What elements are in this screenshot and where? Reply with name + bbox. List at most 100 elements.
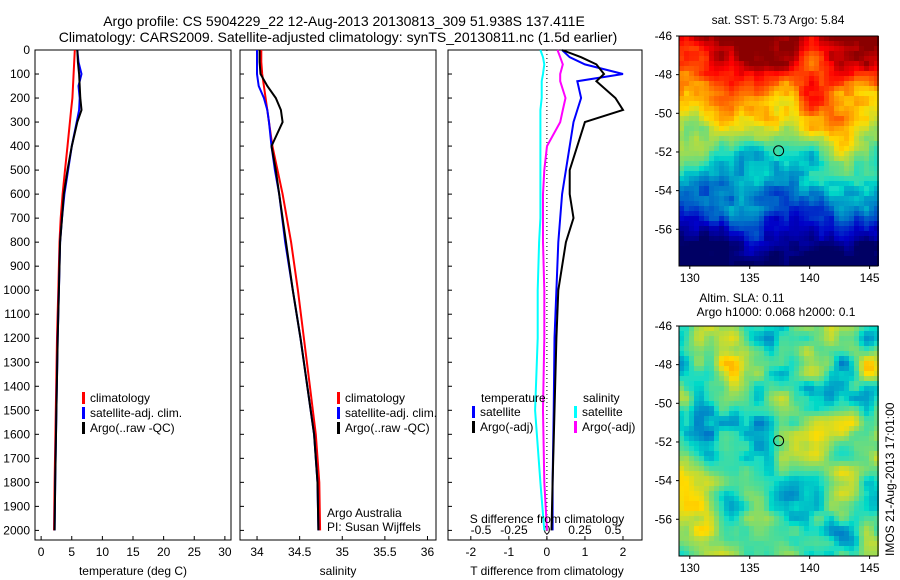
y-tick-label: -50 [655,396,673,410]
axes-frame [447,49,643,541]
x2-tick-label: 0.5 [605,523,622,537]
y-tick-label: -54 [655,474,673,488]
x-tick-label: 1 [582,545,589,559]
series-line-salinity-argo-adj- [541,49,567,531]
axes-frame [34,49,232,541]
x-tick-label: 130 [680,271,700,285]
t-difference-axis-label: T difference from climatology [470,564,624,578]
x-tick-label: 5 [68,545,75,559]
legend-swatch [337,392,340,404]
x-tick-label: 130 [680,561,700,575]
y-tick-label: -48 [655,68,673,82]
argo-location-marker [773,145,785,157]
series-line-salinity-satellite [534,49,546,531]
y-tick-label: -46 [655,29,673,43]
y-tick-label: -52 [655,435,673,449]
y-tick-label: -56 [655,512,673,526]
x-tick-label: 0 [38,545,45,559]
x2-tick-label: -0.5 [471,523,492,537]
sst-map-title: sat. SST: 5.73 Argo: 5.84 [712,13,845,27]
y-tick-label: 1600 [3,427,30,441]
y-tick-label: 700 [10,211,30,225]
x-tick-label: 145 [860,271,880,285]
y-tick-label: 100 [10,67,30,81]
legend-label: satellite-adj. clim. [345,406,437,420]
series-line-argo-raw-qc- [53,49,83,531]
y-tick-label: 300 [10,115,30,129]
argo-location-marker [773,435,785,447]
x-tick-label: 2 [620,545,627,559]
legend-label: satellite [480,405,521,419]
y-tick-label: 1100 [4,307,30,321]
legend-label: satellite [582,405,623,419]
title-line-2: Climatology: CARS2009. Satellite-adjuste… [59,29,617,45]
y-tick-label: 1200 [3,331,30,345]
y-tick-label: 0 [23,43,30,57]
x-tick-label: 140 [800,561,820,575]
salinity-panel: 34 34.5 35 35.5 36 salinity climatologysatelli… [239,49,437,578]
y-tick-label: 600 [10,187,30,201]
y-tick-label: -46 [655,319,673,333]
legend-swatch [472,406,475,418]
y-tick-label: 200 [10,91,30,105]
legend-swatch [574,406,577,418]
sla-map-title: Altim. SLA: 0.11 [699,291,784,305]
legend-header: salinity [583,391,620,405]
y-tick-label: 1000 [3,283,30,297]
axes-frame [239,49,437,541]
y-tick-label: 1400 [3,379,30,393]
x-tick-label: 35.5 [373,545,397,559]
map-image [679,36,879,266]
x-tick-label: 0 [544,545,551,559]
y-tick-label: 1300 [3,355,30,369]
series-line-argo-raw-qc- [258,50,320,531]
legend-label: Argo(-adj) [582,420,635,434]
legend-swatch [472,421,475,433]
map-frame [678,35,879,267]
x-tick-label: -1 [504,545,515,559]
x-tick-label: 25 [188,545,202,559]
x-tick-label: 145 [860,561,880,575]
legend-swatch [82,422,85,434]
x2-tick-label: -0.25 [500,523,528,537]
series-line-satellite-adj-clim- [256,50,320,531]
legend-swatch [82,407,85,419]
imos-timestamp-label: IMOS 21-Aug-2013 17:01:00 [883,402,897,556]
y-tick-label: 1500 [3,403,30,417]
x-tick-label: -2 [465,545,476,559]
x-tick-label: 34.5 [288,545,312,559]
series-line-climatology [260,50,322,531]
y-tick-label: 800 [10,235,30,249]
y-tick-label: 2000 [3,523,30,537]
map-frame [678,325,879,557]
temperature-panel: 0100200300400500600700800900100011001200… [3,43,232,559]
x-tick-label: 10 [96,545,110,559]
y-tick-label: 500 [10,163,30,177]
legend-label: Argo(..raw -QC) [90,421,175,435]
legend-label: satellite-adj. clim. [90,406,182,420]
legend-swatch [337,407,340,419]
x-tick-label: 135 [740,561,760,575]
pi-annotation: PI: Susan Wijffels [327,520,421,534]
series-line-temperature-satellite [551,49,624,531]
x-tick-label: 15 [126,545,140,559]
legend-swatch [82,392,85,404]
x-tick-label: 36 [421,545,435,559]
series-line-climatology [53,49,76,531]
x2-tick-label: 0.25 [568,523,592,537]
temperature-axis-label: temperature (deg C) [79,564,187,578]
y-tick-label: 1700 [3,451,30,465]
y-tick-label: -50 [655,106,673,120]
sla-map-panel: 130 135 140 145 -46 -48 -50 -52 -54 -56 [655,319,880,575]
legend-header: temperature [481,391,546,405]
s-difference-axis-label: S difference from climatology [470,512,625,526]
argo-australia-annotation: Argo Australia [327,506,402,520]
y-tick-label: 900 [10,259,30,273]
y-tick-label: 1900 [3,499,30,513]
legend-label: climatology [90,391,150,405]
series-line-temperature-argo-adj- [550,49,625,531]
y-tick-label: -54 [655,184,673,198]
